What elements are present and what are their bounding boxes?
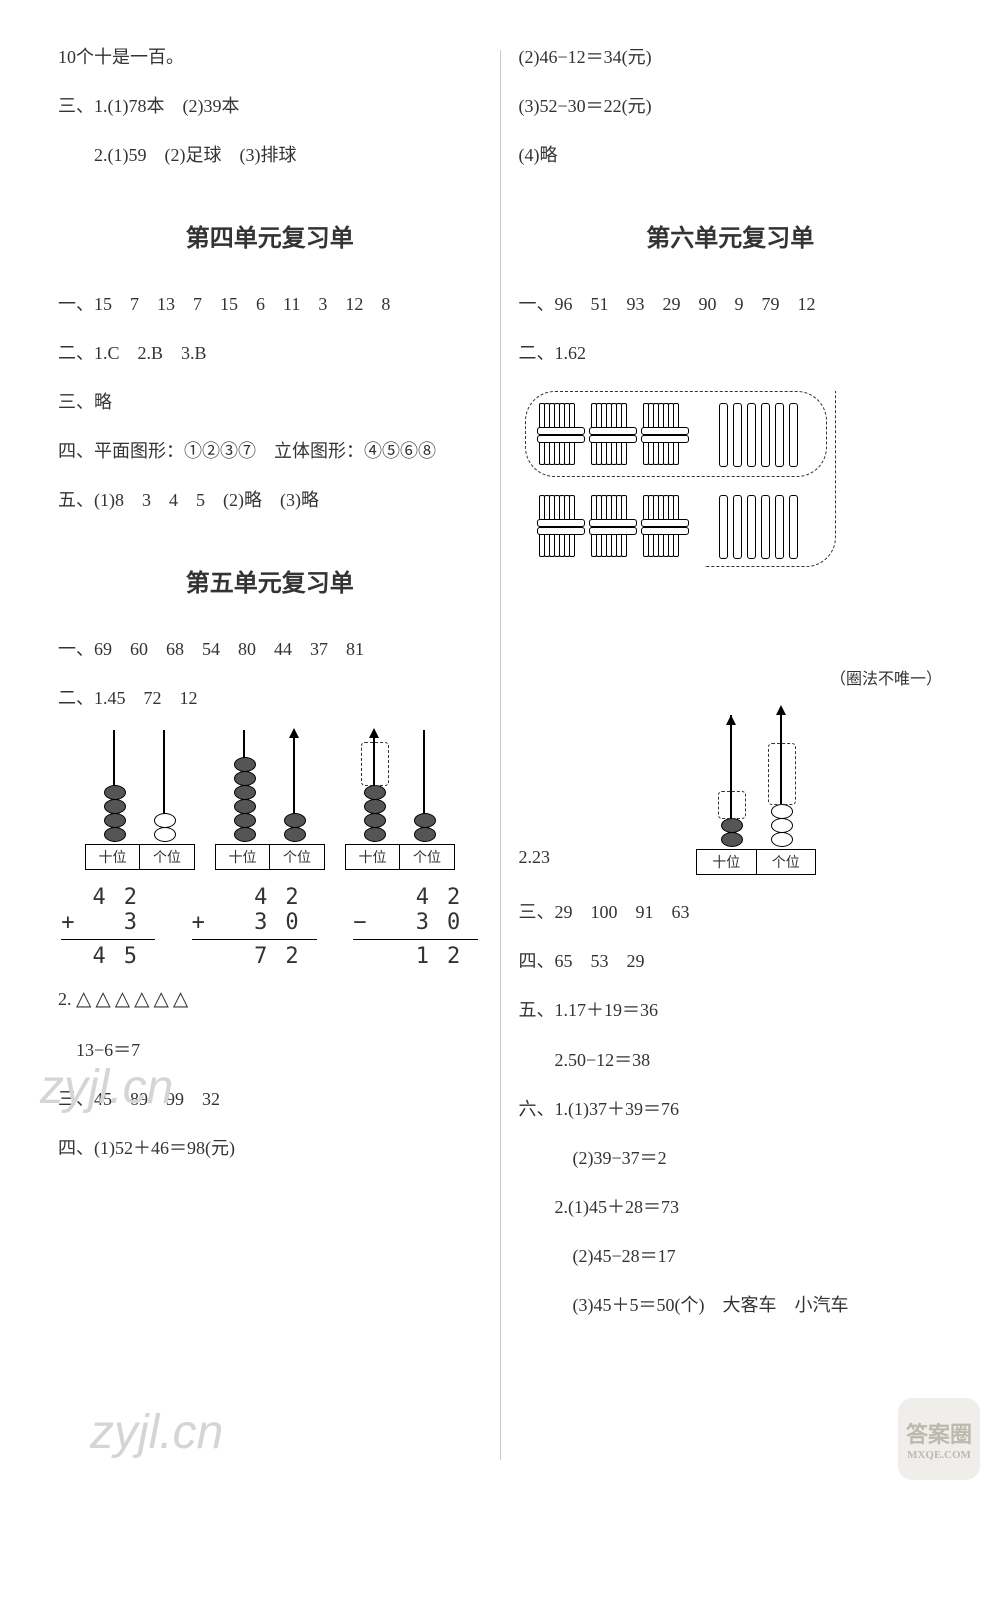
text-line: 三、略 (58, 381, 482, 424)
badge-line2: MXQE.COM (907, 1449, 971, 1461)
text-line: 五、1.17＋19＝36 (519, 989, 943, 1032)
vertical-arithmetic: 42− 30 12 (353, 885, 478, 969)
text-line: 2.23 (519, 836, 551, 879)
vertical-arithmetic: 42+ 30 72 (192, 885, 317, 969)
text-line: 三、29 100 91 63 (519, 891, 943, 934)
text-line: 三、45 89 99 32 (58, 1078, 482, 1121)
text-line: 2.(1)59 (2)足球 (3)排球 (58, 134, 482, 177)
text-line: 一、69 60 68 54 80 44 37 81 (58, 628, 482, 671)
unit5-heading: 第五单元复习单 (58, 563, 482, 598)
sticks-diagram (519, 385, 943, 655)
text-line: 一、15 7 13 7 15 6 11 3 12 8 (58, 283, 482, 326)
text-line: 四、(1)52＋46＝98(元) (58, 1127, 482, 1170)
text-line: (3)45＋5＝50(个) 大客车 小汽车 (519, 1284, 943, 1327)
text-line: 五、(1)8 3 4 5 (2)略 (3)略 (58, 479, 482, 522)
text-line: (3)52−30＝22(元) (519, 85, 943, 128)
arithmetic-row: 42+ 3 45 42+ 30 72 42− 30 12 (58, 885, 482, 969)
abacus-row: 十位个位十位个位十位个位 (58, 730, 482, 870)
site-badge: 答案圈 MXQE.COM (898, 1398, 980, 1480)
unit6-heading: 第六单元复习单 (519, 218, 943, 253)
abacus: 十位个位 (345, 730, 455, 870)
vertical-arithmetic: 42+ 3 45 (61, 885, 155, 969)
text-line: 三、1.(1)78本 (2)39本 (58, 85, 482, 128)
text-line: 二、1.62 (519, 332, 943, 375)
text-line: 2. △△△△△△ (58, 975, 482, 1023)
text-line: 13−6＝7 (58, 1029, 482, 1072)
text-line: 四、平面图形：①②③⑦ 立体图形：④⑤⑥⑧ (58, 430, 482, 473)
text-line: (2)46−12＝34(元) (519, 36, 943, 79)
right-column: (2)46−12＝34(元) (3)52−30＝22(元) (4)略 第六单元复… (501, 30, 961, 1480)
abacus: 十位个位 (215, 730, 325, 870)
text-line: 2.(1)45＋28＝73 (519, 1186, 943, 1229)
text-line: (4)略 (519, 134, 943, 177)
text-line: 二、1.C 2.B 3.B (58, 332, 482, 375)
badge-line1: 答案圈 (906, 1417, 972, 1449)
text-line: 六、1.(1)37＋39＝76 (519, 1088, 943, 1131)
sticks-note: （圈法不唯一） (519, 665, 943, 689)
text-line: (2)45−28＝17 (519, 1235, 943, 1278)
text-line: 10个十是一百。 (58, 36, 482, 79)
left-column: 10个十是一百。 三、1.(1)78本 (2)39本 2.(1)59 (2)足球… (40, 30, 500, 1480)
text-line: 二、1.45 72 12 (58, 677, 482, 720)
unit4-heading: 第四单元复习单 (58, 218, 482, 253)
abacus-small: 十位个位 (696, 715, 816, 875)
label: 2. (58, 989, 72, 1009)
text-line: 一、96 51 93 29 90 9 79 12 (519, 283, 943, 326)
text-line: 四、65 53 29 (519, 940, 943, 983)
abacus: 十位个位 (85, 730, 195, 870)
triangles: △△△△△△ (76, 988, 192, 1010)
text-line: (2)39−37＝2 (519, 1137, 943, 1180)
text-line: 2.50−12＝38 (519, 1039, 943, 1082)
